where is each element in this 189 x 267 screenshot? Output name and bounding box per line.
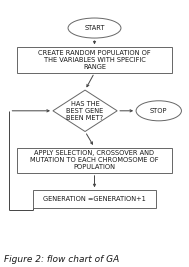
Text: STOP: STOP bbox=[150, 108, 167, 114]
Text: GENERATION =GENERATION+1: GENERATION =GENERATION+1 bbox=[43, 196, 146, 202]
Bar bbox=[33, 190, 156, 208]
Text: APPLY SELECTION, CROSSOVER AND
MUTATION TO EACH CHROMOSOME OF
POPULATION: APPLY SELECTION, CROSSOVER AND MUTATION … bbox=[30, 150, 159, 170]
Bar bbox=[17, 147, 172, 173]
Text: HAS THE
BEST GENE
BEEN MET?: HAS THE BEST GENE BEEN MET? bbox=[66, 101, 104, 121]
Text: START: START bbox=[84, 25, 105, 31]
Ellipse shape bbox=[68, 18, 121, 38]
Ellipse shape bbox=[136, 101, 181, 121]
Polygon shape bbox=[53, 90, 117, 132]
Text: CREATE RANDOM POPULATION OF
THE VARIABLES WITH SPECIFIC
RANGE: CREATE RANDOM POPULATION OF THE VARIABLE… bbox=[38, 50, 151, 70]
Text: Figure 2: flow chart of GA: Figure 2: flow chart of GA bbox=[4, 255, 119, 264]
Bar bbox=[17, 48, 172, 73]
